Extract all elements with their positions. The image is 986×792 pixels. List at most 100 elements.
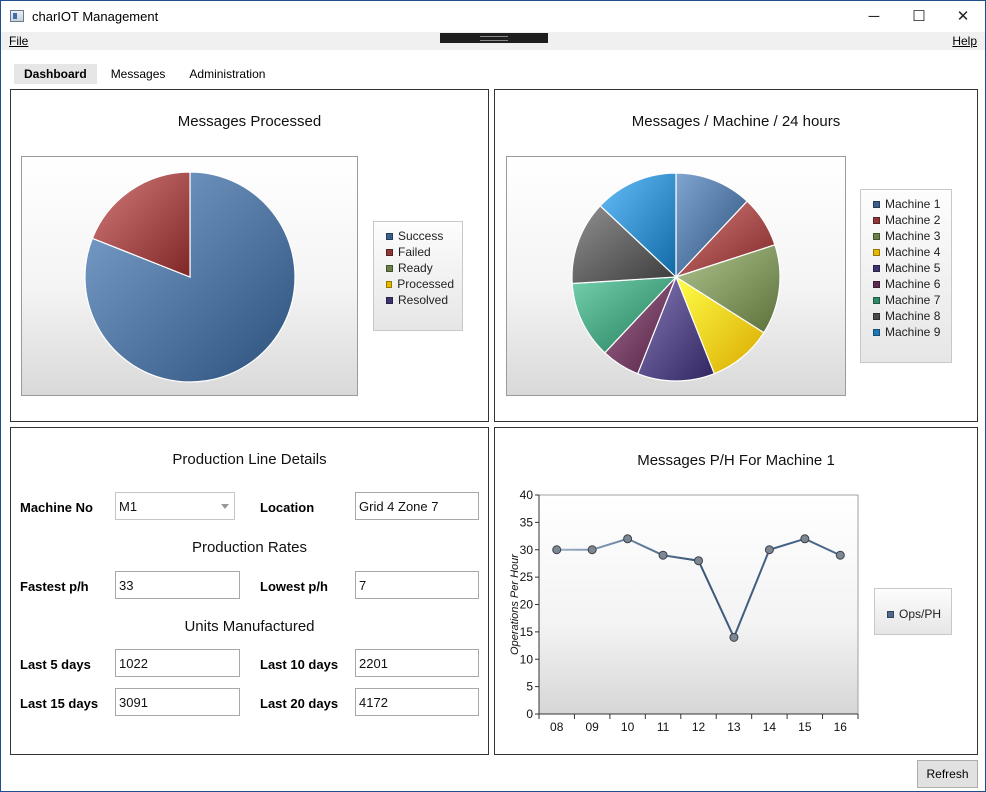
units-manufactured-title: Units Manufactured [184, 618, 315, 635]
messages-per-machine-title: Messages / Machine / 24 hours [631, 113, 841, 130]
chevron-down-icon [221, 504, 229, 509]
legend-swatch [873, 232, 880, 240]
legend-swatch [873, 216, 880, 224]
legend-label: Machine 9 [885, 325, 941, 339]
last-15-days-field[interactable] [115, 688, 240, 716]
machine-legend-item: Machine 5 [873, 260, 943, 276]
location-field[interactable] [355, 492, 479, 520]
machine-legend-item: Machine 6 [873, 276, 943, 292]
drag-grip-handle[interactable] [440, 33, 548, 43]
tab-bar: Dashboard Messages Administration [14, 64, 279, 84]
legend-label: Failed [398, 245, 431, 259]
app-icon [10, 10, 24, 22]
data-point [587, 545, 597, 555]
last-5-days-field[interactable] [115, 649, 240, 677]
messages-processed-legend-item: Success [386, 228, 454, 244]
x-tick-label: 08 [550, 720, 564, 734]
last-20-days-label: Last 20 days [260, 696, 339, 711]
legend-label: Resolved [398, 293, 449, 307]
messages-processed-plot-area [21, 156, 358, 396]
data-point [658, 550, 668, 560]
machine-no-selected-value: M1 [119, 499, 138, 514]
title-bar[interactable]: charIOT Management ─ ☐ ✕ [1, 1, 985, 32]
fastest-ph-label: Fastest p/h [20, 579, 89, 594]
legend-label: Machine 8 [885, 309, 941, 323]
line-plot-area [538, 494, 859, 715]
pie-slice-machine-7 [571, 276, 678, 354]
minimize-button[interactable]: ─ [868, 7, 880, 25]
data-point [764, 545, 774, 555]
last-5-days-label: Last 5 days [20, 657, 91, 672]
close-button[interactable]: ✕ [956, 8, 970, 25]
legend-swatch [873, 248, 880, 256]
legend-swatch [873, 264, 880, 272]
x-tick-label: 15 [798, 720, 812, 734]
maximize-button[interactable]: ☐ [912, 8, 926, 25]
y-tick-label: 10 [520, 652, 534, 666]
pie-slice-failed [91, 171, 191, 278]
machine-legend-item: Machine 8 [873, 308, 943, 324]
legend-swatch [887, 610, 894, 618]
x-tick-label: 09 [585, 720, 599, 734]
legend-swatch [386, 232, 393, 240]
messages-processed-legend-item: Processed [386, 276, 454, 292]
messages-per-machine-pie-chart [571, 172, 781, 382]
tab-dashboard[interactable]: Dashboard [14, 64, 97, 84]
messages-processed-panel: Messages Processed Success Failed Ready Pro… [10, 89, 489, 422]
legend-item-ops-ph: Ops/PH [887, 606, 943, 622]
production-line-details-panel: Production Line Details Machine No M1 Lo… [10, 427, 489, 755]
messages-per-hour-legend: Ops/PH [874, 588, 952, 635]
legend-swatch [386, 264, 393, 272]
pie-slice-machine-8 [571, 204, 678, 285]
y-tick-label: 40 [520, 488, 534, 502]
last-20-days-field[interactable] [355, 688, 479, 716]
messages-processed-legend-item: Failed [386, 244, 454, 260]
machine-legend-item: Machine 4 [873, 244, 943, 260]
legend-swatch [873, 312, 880, 320]
data-point [800, 534, 810, 544]
pie-slice-machine-3 [674, 244, 781, 334]
legend-swatch [873, 200, 880, 208]
data-point [623, 534, 633, 544]
data-point [729, 632, 739, 642]
pie-slice-machine-1 [675, 172, 749, 279]
messages-per-hour-line-chart: 0 5 10 15 20 25 30 35 40 08 09 10 11 12 13 14 15 16 Operat… [509, 488, 859, 734]
machine-legend-item: Machine 9 [873, 324, 943, 340]
y-tick-label: 0 [526, 707, 533, 721]
menu-file[interactable]: File [9, 34, 29, 48]
x-tick-label: 14 [763, 720, 777, 734]
messages-processed-legend-item: Resolved [386, 292, 454, 308]
last-10-days-field[interactable] [355, 649, 479, 677]
data-point [835, 550, 845, 560]
legend-label: Machine 2 [885, 213, 941, 227]
refresh-button[interactable]: Refresh [917, 760, 978, 788]
location-label: Location [260, 500, 315, 515]
machine-legend-item: Machine 3 [873, 228, 943, 244]
legend-label: Machine 6 [885, 277, 941, 291]
tab-administration[interactable]: Administration [189, 67, 266, 81]
legend-swatch [873, 328, 880, 336]
y-tick-label: 15 [520, 625, 534, 639]
machine-legend-item: Machine 7 [873, 292, 943, 308]
fastest-ph-field[interactable] [115, 571, 240, 599]
y-tick-label: 35 [520, 515, 534, 529]
production-line-details-title: Production Line Details [172, 451, 327, 468]
legend-label: Machine 7 [885, 293, 941, 307]
legend-label: Machine 3 [885, 229, 941, 243]
legend-swatch [386, 280, 393, 288]
lowest-ph-field[interactable] [355, 571, 479, 599]
machine-no-select[interactable]: M1 [115, 492, 235, 520]
messages-processed-pie-chart [84, 171, 296, 383]
machine-legend-item: Machine 2 [873, 212, 943, 228]
tab-messages[interactable]: Messages [110, 67, 166, 81]
messages-processed-legend-item: Ready [386, 260, 454, 276]
x-tick-label: 13 [727, 720, 741, 734]
legend-swatch [386, 296, 393, 304]
last-15-days-label: Last 15 days [20, 696, 99, 711]
y-tick-label: 5 [526, 680, 533, 694]
messages-per-hour-title: Messages P/H For Machine 1 [637, 452, 835, 469]
menu-help[interactable]: Help [952, 34, 977, 48]
y-tick-label: 20 [520, 598, 534, 612]
production-rates-title: Production Rates [191, 539, 308, 556]
